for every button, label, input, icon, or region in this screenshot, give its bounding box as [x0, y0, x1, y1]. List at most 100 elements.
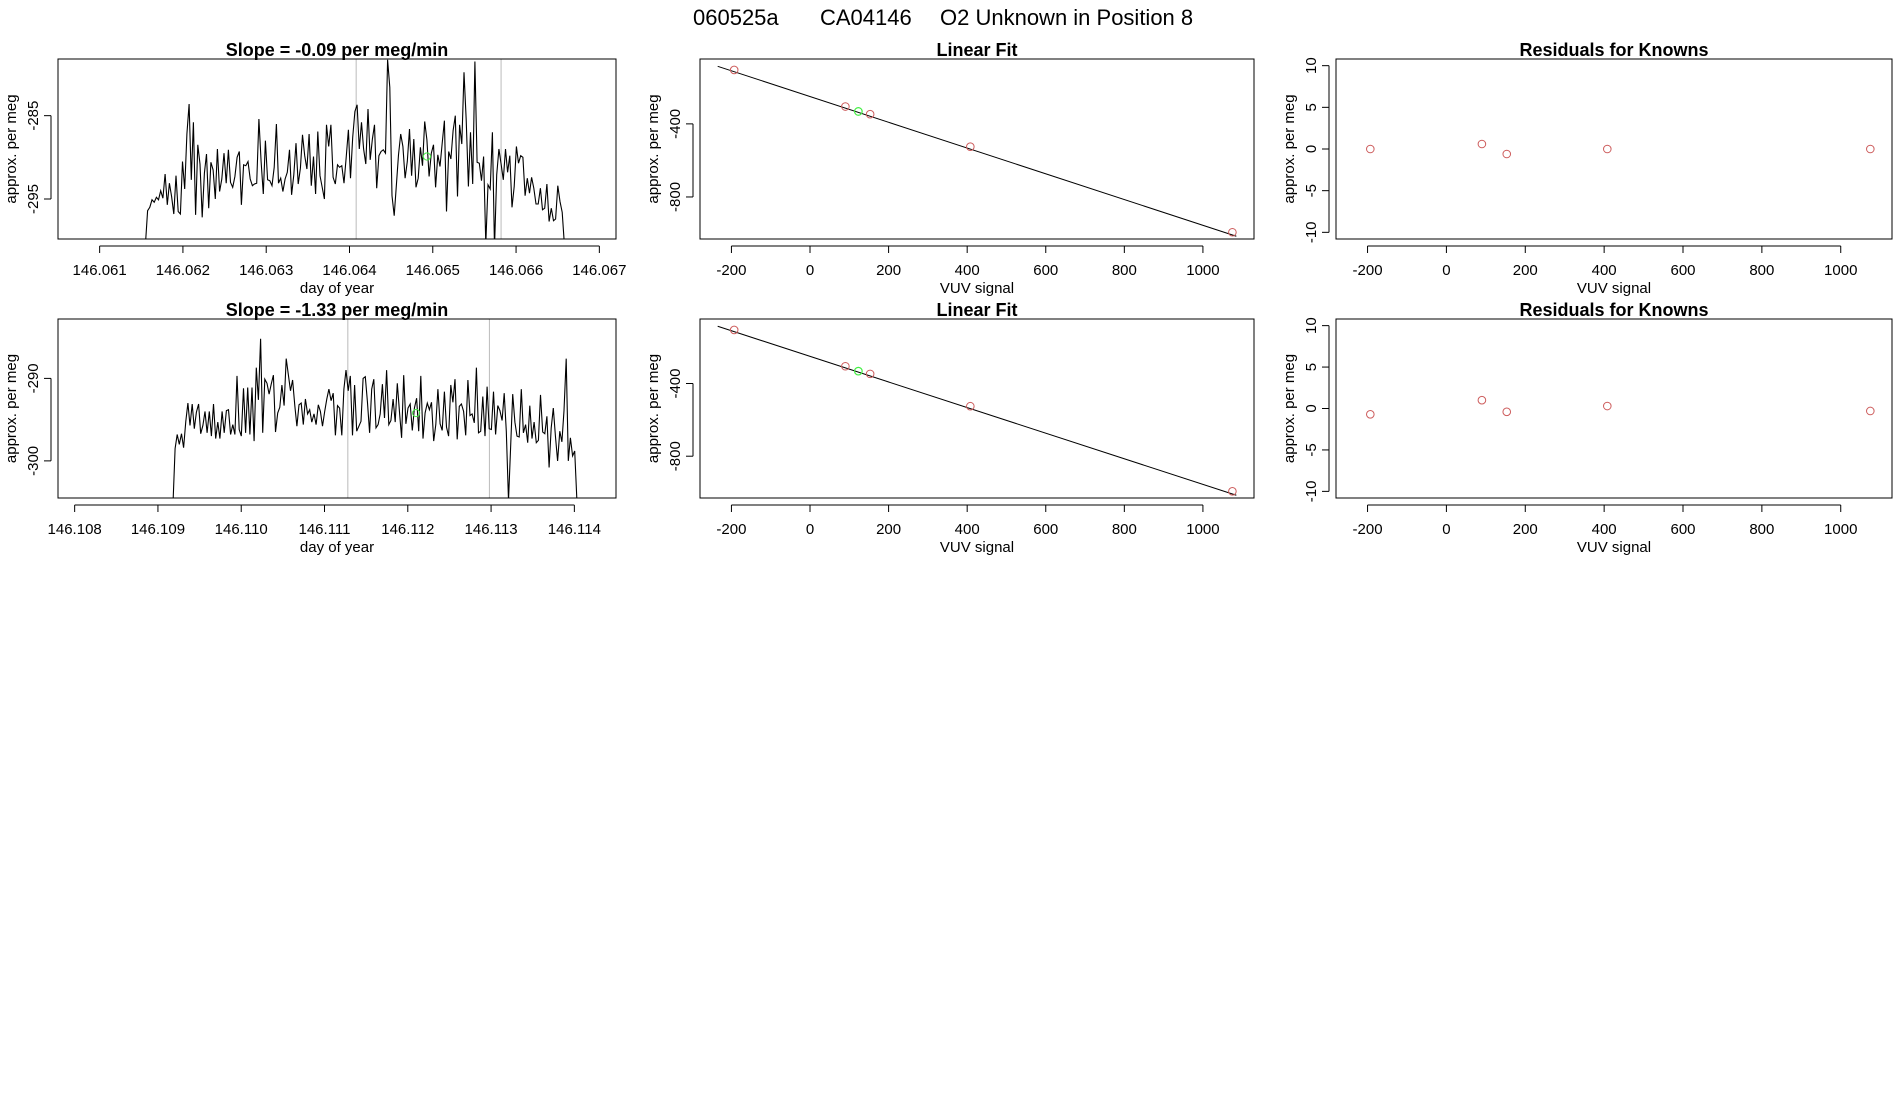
residual-point	[1602, 144, 1612, 154]
x-tick-label: 200	[1513, 262, 1538, 279]
x-tick-label: 0	[806, 521, 814, 538]
y-tick-label: -10	[1303, 481, 1320, 503]
y-tick-label: -290	[25, 363, 42, 393]
known-standard-point	[966, 142, 975, 152]
y-axis-label: approx. per meg	[3, 94, 20, 203]
y-tick-label: -5	[1303, 443, 1320, 456]
chart-resid-row2: Residuals for Knowns VUV signal approx. pe…	[1281, 300, 1893, 556]
residual-point	[1477, 139, 1487, 149]
known-standard-point	[841, 361, 850, 371]
x-tick-label: 146.064	[322, 262, 376, 279]
x-tick-label: 400	[1592, 521, 1617, 538]
known-standard-point	[865, 109, 875, 119]
x-tick-label: 400	[955, 521, 980, 538]
x-tick-label: 200	[1513, 521, 1538, 538]
chart-title: Linear Fit	[936, 300, 1017, 320]
figure-title-tank: CA04146	[820, 5, 912, 30]
x-tick-label: 800	[1112, 262, 1137, 279]
x-tick-label: 146.063	[239, 262, 293, 279]
signal-trace-line	[145, 59, 565, 239]
y-tick-label: 10	[1303, 57, 1320, 74]
chart-title: Residuals for Knowns	[1519, 300, 1708, 320]
unknown-mean-marker	[422, 152, 432, 161]
x-tick-label: 146.113	[465, 521, 518, 538]
x-tick-label: 146.110	[215, 521, 268, 538]
known-standard-point	[1228, 486, 1237, 496]
x-tick-label: 800	[1749, 262, 1774, 279]
plot-frame	[1335, 318, 1893, 499]
plot-frame	[699, 58, 1255, 240]
known-standard-point	[865, 369, 875, 379]
y-tick-label: -300	[25, 446, 42, 476]
plot-frame	[57, 58, 617, 240]
residual-point	[1366, 410, 1375, 419]
x-tick-label: 146.111	[299, 521, 351, 538]
x-tick-label: 146.109	[131, 521, 185, 538]
x-tick-label: 0	[1442, 262, 1450, 279]
y-tick-label: -400	[667, 109, 684, 139]
x-tick-label: 200	[876, 262, 901, 279]
chart-fit-row2: Linear Fit VUV signal approx. per meg -200 0…	[645, 300, 1255, 556]
x-tick-label: 146.112	[381, 521, 434, 538]
y-axis-label: approx. per meg	[645, 354, 662, 463]
plot-frame	[57, 318, 617, 499]
chart-title: Residuals for Knowns	[1519, 40, 1708, 60]
y-tick-label: 0	[1303, 404, 1320, 412]
x-tick-label: 0	[1442, 521, 1450, 538]
known-standard-point	[729, 65, 739, 75]
residual-point	[1502, 149, 1512, 159]
x-tick-label: 1000	[1824, 262, 1857, 279]
y-axis-label: approx. per meg	[645, 94, 662, 203]
y-tick-label: -800	[667, 441, 684, 471]
x-tick-label: 146.066	[489, 262, 543, 279]
x-tick-label: 800	[1112, 521, 1137, 538]
x-tick-label: -200	[716, 262, 746, 279]
x-tick-label: -200	[1353, 521, 1383, 538]
residual-point	[1477, 395, 1487, 405]
x-tick-label: 146.061	[73, 262, 127, 279]
residual-point	[1502, 407, 1512, 417]
fit-line	[717, 65, 1237, 237]
x-tick-label: 1000	[1186, 521, 1219, 538]
x-tick-label: 200	[876, 521, 901, 538]
figure-title-position: O2 Unknown in Position 8	[940, 5, 1193, 30]
x-tick-label: 800	[1749, 521, 1774, 538]
known-standard-point	[1228, 227, 1237, 237]
x-axis-label: VUV signal	[940, 539, 1014, 556]
y-tick-label: 0	[1303, 145, 1320, 153]
x-tick-label: -200	[1353, 262, 1383, 279]
x-axis-label: VUV signal	[1577, 539, 1651, 556]
x-axis-label: VUV signal	[1577, 280, 1651, 297]
x-tick-label: 146.108	[48, 521, 102, 538]
chart-title: Slope = -0.09 per meg/min	[226, 40, 449, 60]
plot-frame	[1335, 58, 1893, 240]
y-tick-label: -10	[1303, 221, 1320, 243]
x-tick-label: 1000	[1824, 521, 1857, 538]
unknown-sample-point	[853, 107, 863, 116]
residual-point	[1602, 401, 1612, 411]
x-tick-label: 400	[1592, 262, 1617, 279]
y-axis-label: approx. per meg	[3, 354, 20, 463]
y-axis-label: approx. per meg	[1281, 94, 1298, 203]
known-standard-point	[966, 401, 975, 411]
x-tick-label: 146.062	[156, 262, 210, 279]
chart-title: Linear Fit	[936, 40, 1017, 60]
y-tick-label: -5	[1303, 184, 1320, 197]
x-tick-label: 400	[955, 262, 980, 279]
chart-title: Slope = -1.33 per meg/min	[226, 300, 449, 320]
x-tick-label: 146.067	[572, 262, 626, 279]
plot-frame	[699, 318, 1255, 499]
chart-resid-row1: Residuals for Knowns VUV signal approx. pe…	[1281, 40, 1893, 297]
figure-title-date: 060525a	[693, 5, 779, 30]
y-tick-label: -285	[25, 101, 42, 131]
x-tick-label: 146.065	[406, 262, 460, 279]
residual-point	[1866, 406, 1875, 416]
chart-trace-row1: Slope = -0.09 per meg/min day of year appr…	[3, 40, 626, 297]
x-tick-label: 600	[1670, 262, 1695, 279]
x-tick-label: 600	[1033, 521, 1058, 538]
x-tick-label: 600	[1033, 262, 1058, 279]
x-tick-label: 1000	[1186, 262, 1219, 279]
x-tick-label: 0	[806, 262, 814, 279]
x-axis-label: VUV signal	[940, 280, 1014, 297]
unknown-mean-marker	[412, 408, 421, 418]
